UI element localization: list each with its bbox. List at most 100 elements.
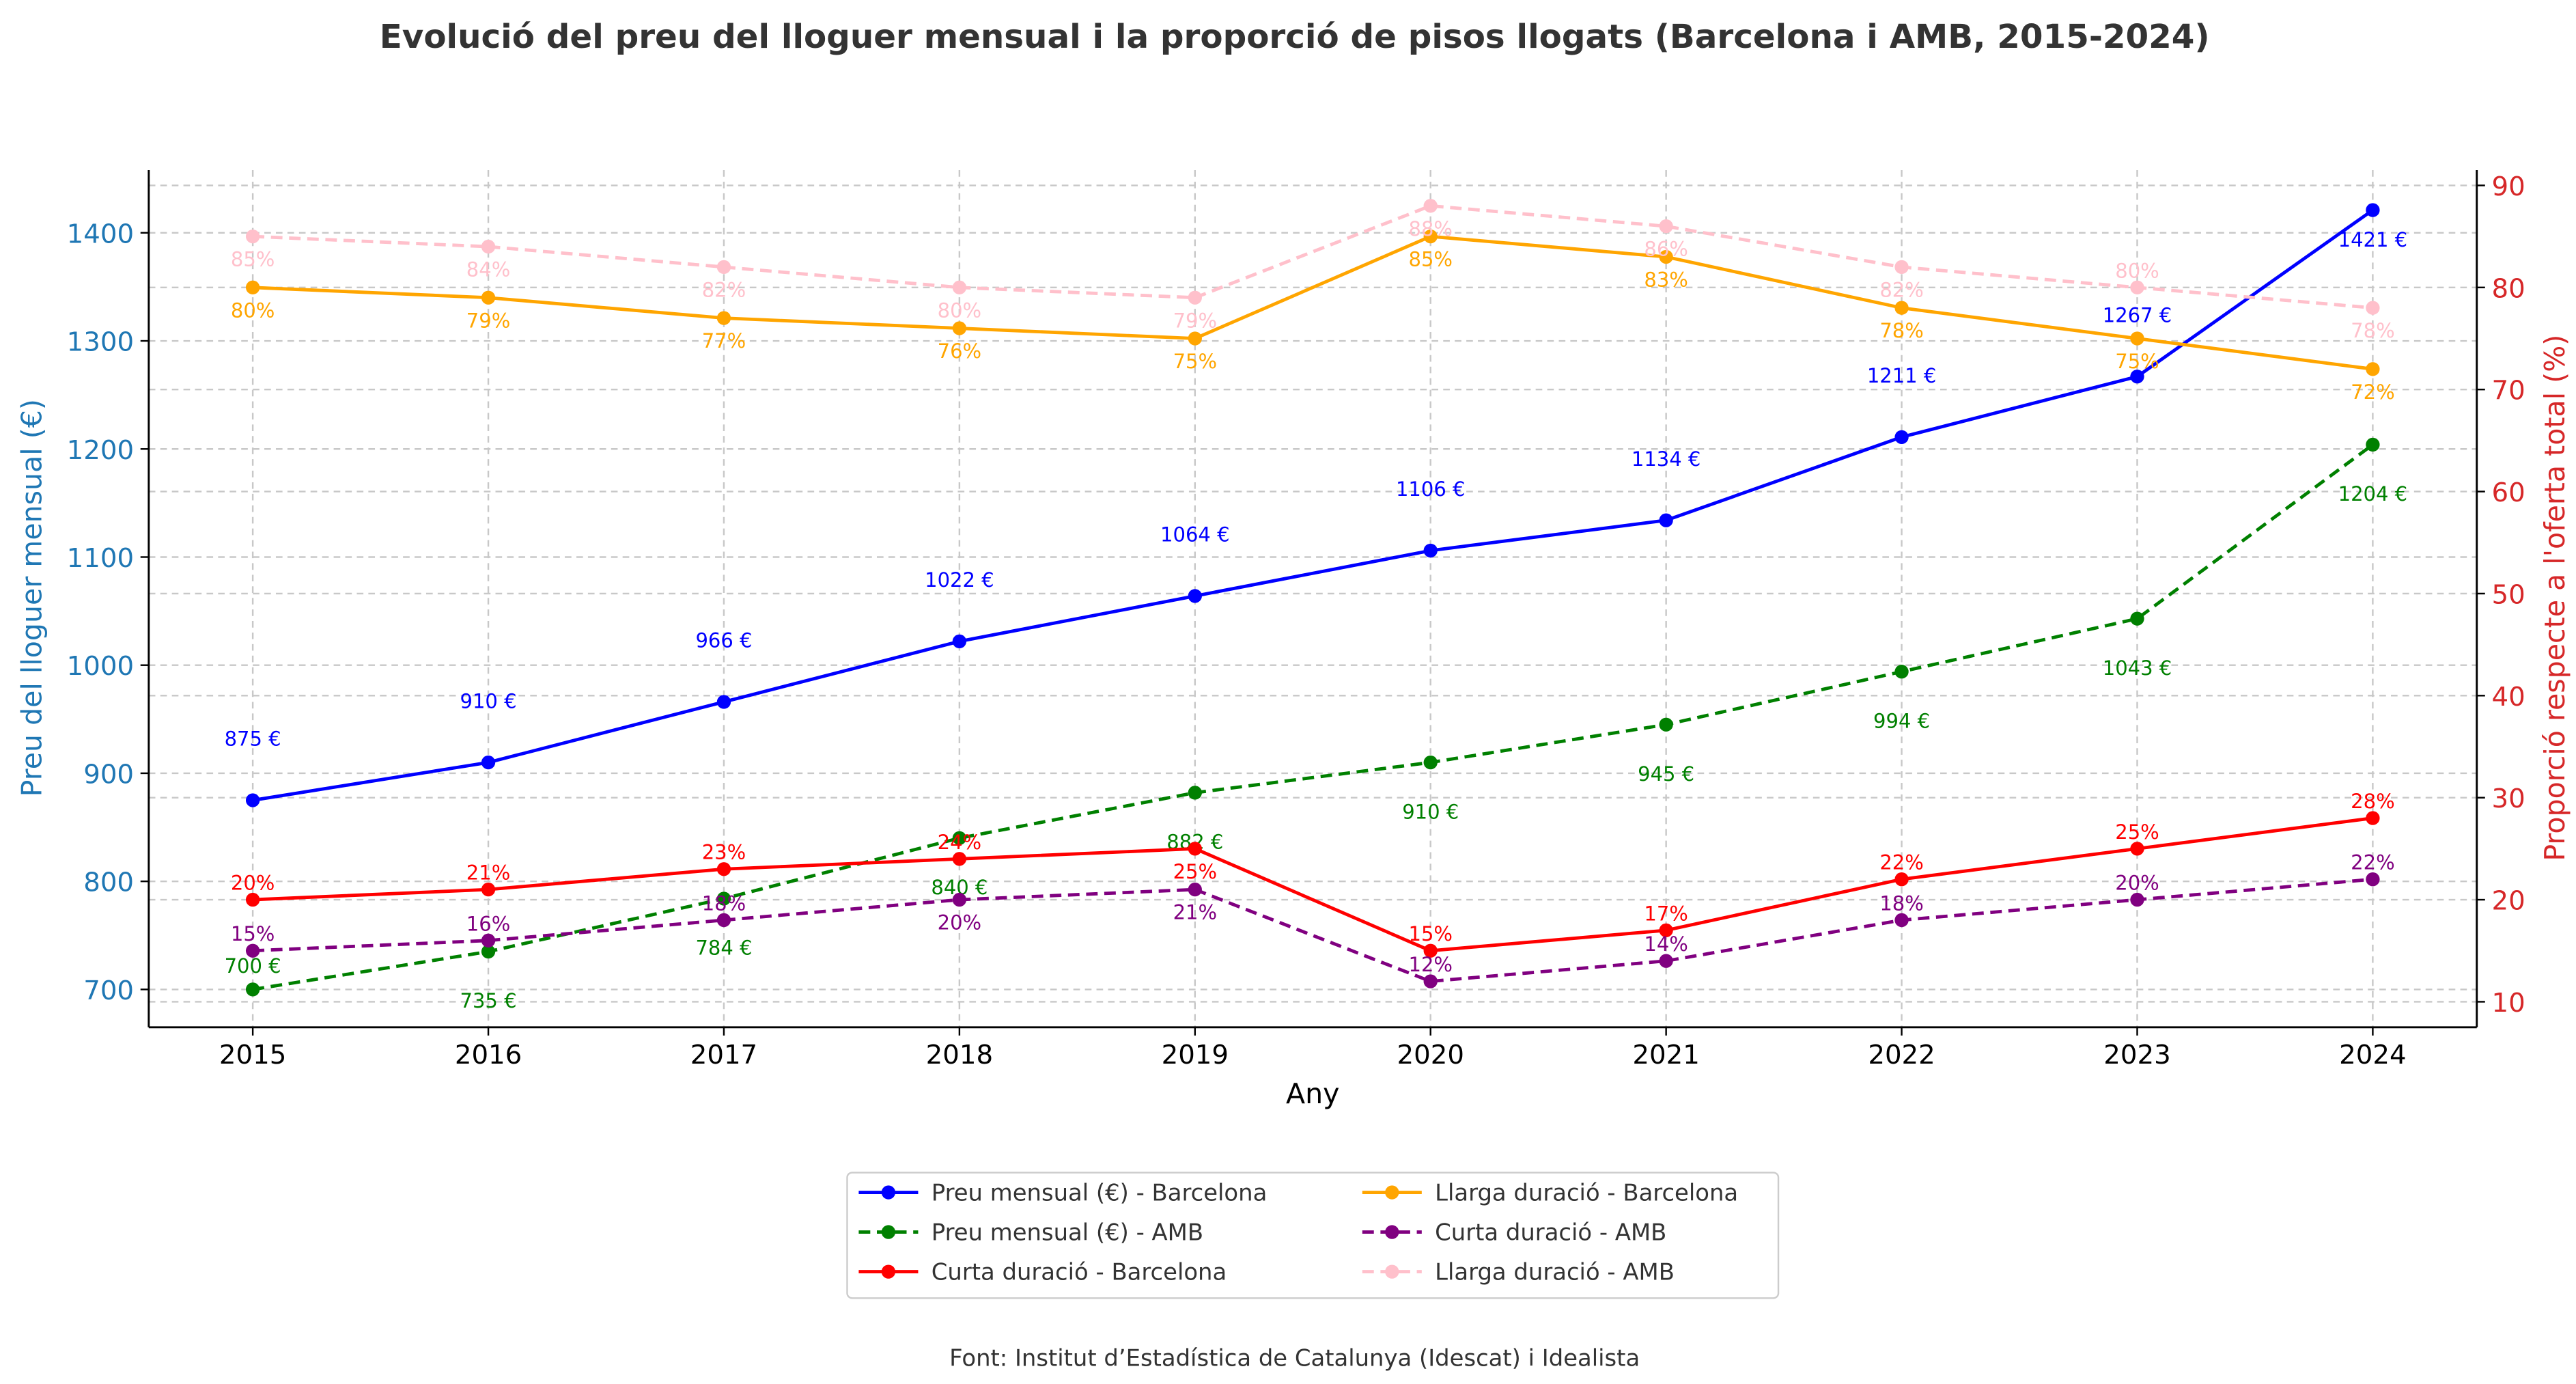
data-point [2366, 203, 2380, 217]
data-label: 80% [231, 299, 275, 322]
data-label: 82% [1879, 278, 1923, 301]
data-label: 14% [1644, 932, 1688, 956]
y-right-tick-label: 80 [2491, 273, 2525, 304]
data-label: 22% [1879, 851, 1923, 874]
data-point [952, 831, 967, 846]
series-line [253, 816, 2373, 953]
data-label: 82% [702, 278, 746, 301]
data-label: 79% [1173, 309, 1217, 332]
data-label: 784 € [695, 937, 752, 960]
data-point [1188, 786, 1202, 800]
data-label: 1267 € [2103, 303, 2172, 327]
data-label: 76% [938, 340, 981, 363]
data-label: 700 € [225, 954, 281, 978]
data-label: 945 € [1638, 762, 1694, 786]
y-right-tick-label: 50 [2491, 579, 2525, 610]
data-point [1188, 842, 1202, 856]
data-label: 1204 € [2338, 482, 2407, 506]
data-label: 28% [2351, 790, 2394, 813]
legend-label: Llarga duració - AMB [1435, 1259, 1675, 1286]
legend-swatch-marker [1385, 1225, 1399, 1239]
data-label: 83% [1644, 268, 1688, 292]
data-point [481, 882, 496, 897]
y-left-tick-label: 700 [83, 975, 134, 1006]
data-point [952, 852, 967, 866]
data-point [716, 862, 731, 876]
y-left-tick-label: 1000 [67, 651, 134, 682]
legend-box [846, 1172, 1780, 1299]
series-0: 875 € 910 € 966 € 1022 € 1064 € 1106 € 1134 € 1… [225, 203, 2407, 807]
data-point [245, 793, 260, 807]
axes: 2015 2016 2017 2018 2019 2020 2021 2022 2023 2024… [67, 170, 2525, 1070]
data-label: 1421 € [2338, 228, 2407, 251]
x-tick-label: 2015 [219, 1040, 286, 1070]
data-point [2366, 811, 2380, 825]
data-label: 1022 € [925, 568, 994, 592]
data-point [245, 229, 260, 244]
y-left-tick-label: 1300 [67, 327, 134, 358]
data-label: 78% [2351, 319, 2394, 342]
legend-label: Curta duració - AMB [1435, 1219, 1666, 1246]
data-label: 75% [2115, 350, 2159, 373]
data-label: 15% [1408, 922, 1452, 945]
legend-label: Preu mensual (€) - AMB [932, 1219, 1203, 1246]
data-point [1894, 665, 1909, 679]
data-label: 78% [1879, 319, 1923, 342]
data-label: 1106 € [1396, 478, 1465, 501]
series-2: 20% 21% 23% 24% 25% 15% 17% 22% 25% 28% [231, 790, 2395, 958]
data-point [481, 290, 496, 305]
data-point [952, 280, 967, 294]
data-label: 1043 € [2103, 656, 2172, 680]
data-point [245, 892, 260, 907]
y-right-tick-label: 60 [2491, 478, 2525, 508]
x-axis-label: Any [1286, 1077, 1339, 1110]
data-point [1894, 913, 1909, 928]
data-label: 20% [938, 911, 981, 935]
data-label: 966 € [695, 629, 752, 652]
data-point [1188, 882, 1202, 897]
data-label: 80% [938, 299, 981, 322]
source-note: Font: Institut d’Estadística de Cataluny… [949, 1344, 1640, 1371]
series-line [253, 204, 2373, 310]
data-label: 15% [231, 922, 275, 945]
legend-item: Preu mensual (€) - Barcelona [858, 1180, 1267, 1206]
data-label: 25% [2115, 820, 2159, 844]
series-3: 80% 79% 77% 76% 75% 85% 83% 78% 75% 72% [231, 229, 2395, 404]
legend-swatch-marker [881, 1225, 896, 1239]
data-point [1423, 543, 1438, 558]
data-point [2130, 280, 2144, 294]
data-label: 79% [466, 309, 510, 332]
data-point [1423, 974, 1438, 988]
data-label: 20% [231, 872, 275, 895]
y-right-tick-label: 10 [2491, 988, 2525, 1019]
data-point [1894, 430, 1909, 445]
data-point [481, 239, 496, 254]
legend-label: Preu mensual (€) - Barcelona [932, 1180, 1268, 1206]
x-tick-label: 2017 [690, 1040, 757, 1070]
data-point [2366, 362, 2380, 376]
data-point [952, 634, 967, 649]
y-right-tick-label: 70 [2491, 376, 2525, 406]
data-point [481, 755, 496, 770]
data-point [245, 982, 260, 997]
data-label: 84% [466, 258, 510, 281]
y-axis-left-label: Preu del lloguer mensual (€) [16, 399, 48, 797]
legend-item: Preu mensual (€) - AMB [858, 1219, 1203, 1246]
data-label: 21% [1173, 901, 1217, 924]
series-5: 85% 84% 82% 80% 79% 88% 86% 82% 80% 78% [231, 199, 2395, 342]
data-point [2130, 842, 2144, 856]
data-point [952, 321, 967, 335]
data-point [2366, 872, 2380, 887]
data-label: 18% [702, 891, 746, 915]
data-point [1423, 755, 1438, 770]
data-point [2130, 370, 2144, 384]
y-left-tick-label: 1400 [67, 219, 134, 249]
data-label: 80% [2115, 259, 2159, 282]
data-point [1188, 290, 1202, 305]
grid [148, 170, 2477, 1027]
series-4: 15% 16% 18% 20% 21% 12% 14% 18% 20% 22% [231, 851, 2395, 988]
y-left-tick-label: 800 [83, 868, 134, 898]
legend-label: Curta duració - Barcelona [932, 1259, 1227, 1286]
x-tick-label: 2020 [1397, 1040, 1464, 1070]
series-line [253, 877, 2373, 984]
